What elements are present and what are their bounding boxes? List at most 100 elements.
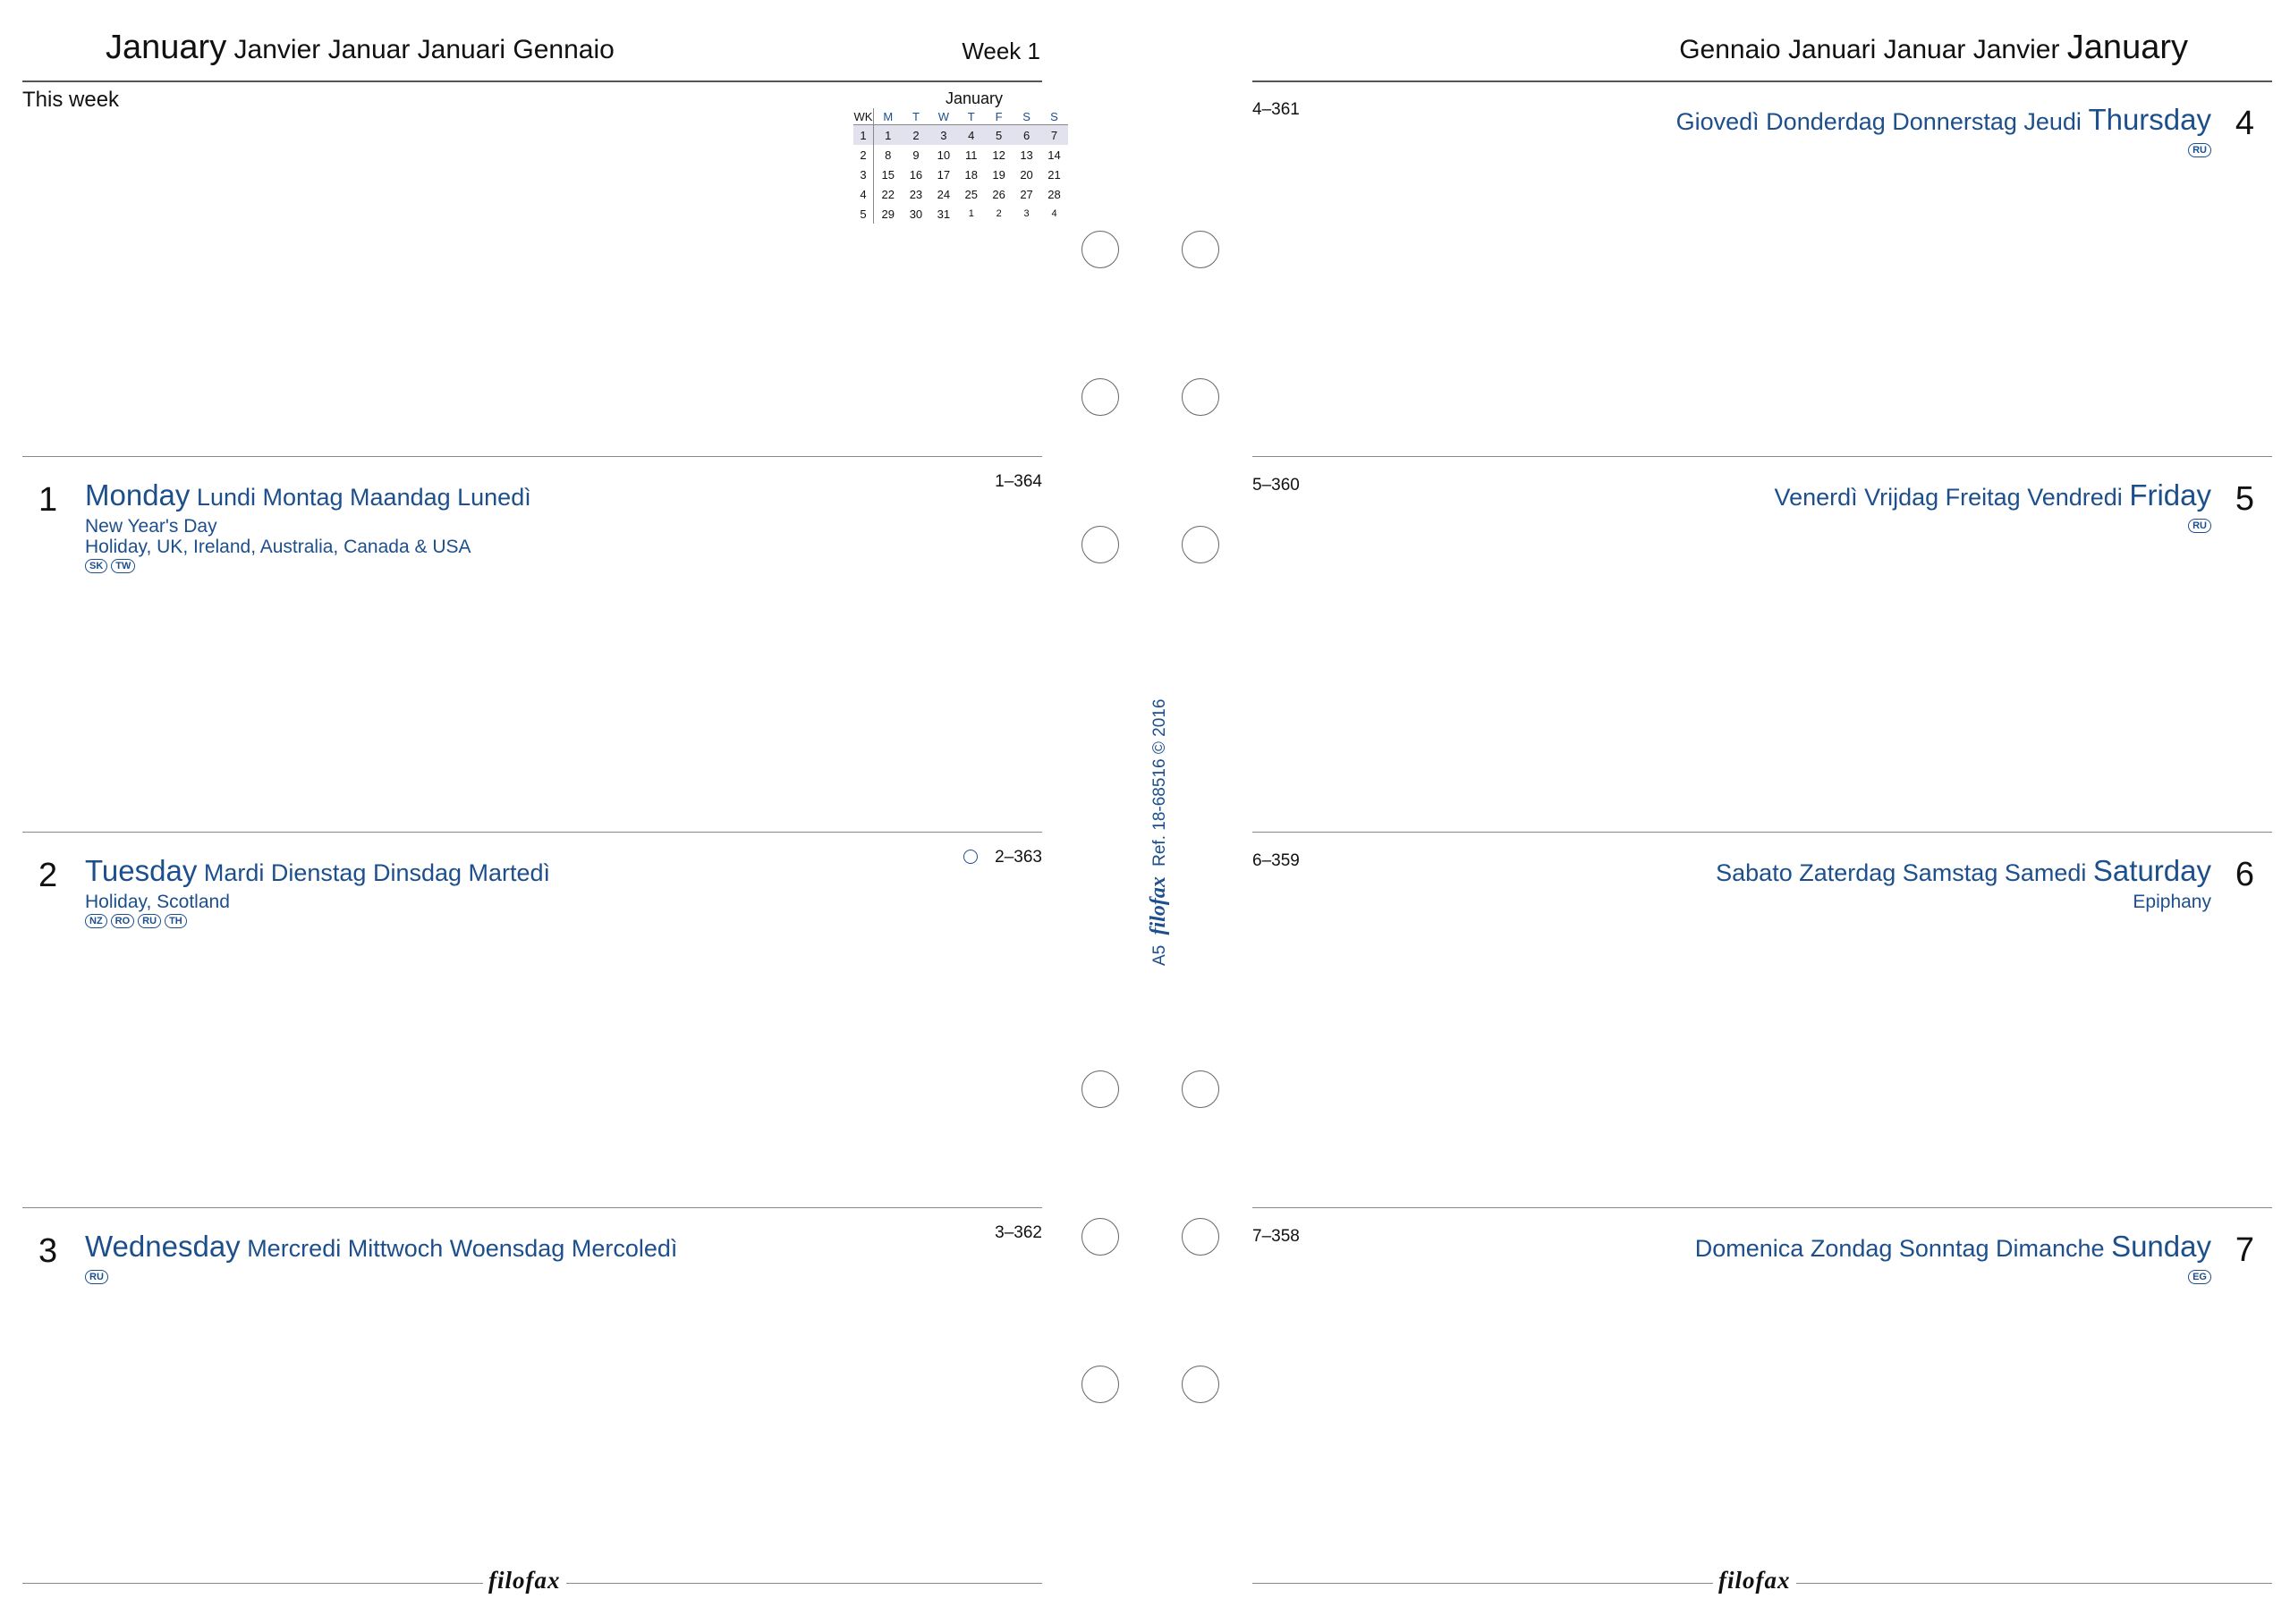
country-badge: TW <box>111 559 136 573</box>
mini-calendar-table: WK M T W T F S S 1 1 2 3 4 5 6 7 2 8 <box>853 108 1068 224</box>
right-month-others: Gennaio Januari Januar Janvier <box>1679 35 2060 64</box>
country-badges-wednesday: RU <box>85 1270 108 1284</box>
country-badge: TH <box>165 914 187 928</box>
day-name-thursday: Giovedì Donderdag Donnerstag Jeudi Thurs… <box>1676 103 2211 137</box>
country-badges-tuesday: NZ RO RU TH <box>85 914 187 928</box>
day-name-big: Tuesday <box>85 854 198 887</box>
day-name-tuesday: Tuesday Mardi Dienstag Dinsdag Martedì <box>85 854 550 888</box>
mini-calendar-row: 4 22 23 24 25 26 27 28 <box>853 184 1068 204</box>
country-badge: RU <box>2188 143 2211 157</box>
day-name-others: Mardi Dienstag Dinsdag Martedì <box>203 859 551 886</box>
day-number-sunday: 7 <box>2235 1231 2254 1269</box>
mini-calendar-cell: 8 <box>885 148 892 162</box>
day-divider <box>1252 456 2272 457</box>
binder-hole <box>1182 231 1219 268</box>
day-divider <box>22 832 1042 833</box>
mini-calendar-cell: 23 <box>909 187 923 201</box>
holiday-detail: Holiday, Scotland <box>85 892 230 912</box>
mini-calendar-cell: 4 <box>957 124 986 145</box>
binder-hole <box>1081 378 1119 416</box>
mini-calendar-cell: 16 <box>909 167 923 182</box>
left-month-big: January <box>106 29 227 66</box>
mini-calendar-row: 3 15 16 17 18 19 20 21 <box>853 165 1068 184</box>
day-name-others: Giovedì Donderdag Donnerstag Jeudi <box>1675 108 2082 135</box>
right-header: Gennaio Januari Januar Janvier January <box>1252 0 2272 82</box>
binder-hole <box>1081 526 1119 563</box>
day-name-others: Venerdì Vrijdag Freitag Vendredi <box>1774 484 2123 511</box>
mini-calendar-cell: 12 <box>992 148 1005 162</box>
mini-calendar-cell: 4 <box>1051 208 1057 219</box>
binder-hole <box>1182 1218 1219 1256</box>
day-name-big: Wednesday <box>85 1230 241 1263</box>
country-badge: SK <box>85 559 108 573</box>
day-number-saturday: 6 <box>2235 856 2254 893</box>
mini-calendar-cell: 2 <box>996 208 1002 219</box>
mini-calendar-cell: 1 <box>968 208 974 219</box>
mini-calendar-row: 5 29 30 31 1 2 3 4 <box>853 204 1068 224</box>
day-name-others: Mercredi Mittwoch Woensdag Mercoledì <box>247 1235 678 1262</box>
mini-calendar-cell: 5 <box>853 204 874 224</box>
mini-calendar-cell: 5 <box>985 124 1014 145</box>
day-count-monday: 1–364 <box>995 472 1042 491</box>
right-footer-logo: filofax <box>1713 1567 1796 1594</box>
day-info-tuesday: Holiday, Scotland <box>85 892 230 912</box>
left-month-title: January Janvier Januar Januari Gennaio <box>106 29 615 67</box>
mini-calendar-header: M <box>873 108 903 125</box>
mini-calendar-cell: 18 <box>964 167 978 182</box>
mini-calendar-cell: 1 <box>853 124 874 145</box>
mini-calendar-cell: 3 <box>853 165 874 184</box>
day-number-friday: 5 <box>2235 480 2254 518</box>
mini-calendar-cell: 2 <box>853 145 874 165</box>
mini-calendar-header: T <box>902 108 930 125</box>
country-badge: NZ <box>85 914 107 928</box>
mini-calendar-cell: 25 <box>964 187 978 201</box>
mini-calendar-cell: 19 <box>992 167 1005 182</box>
mini-calendar-header: W <box>929 108 958 125</box>
left-header: January Janvier Januar Januari Gennaio W… <box>22 0 1042 82</box>
day-name-others: Domenica Zondag Sonntag Dimanche <box>1694 1235 2105 1262</box>
mini-calendar-header: S <box>1040 108 1068 125</box>
country-badges-thursday: RU <box>2188 143 2211 157</box>
binder-hole <box>1182 1070 1219 1108</box>
binder-hole <box>1182 526 1219 563</box>
country-badge: EG <box>2188 1270 2211 1284</box>
day-name-big: Saturday <box>2092 854 2211 887</box>
mini-calendar-cell: 24 <box>937 187 951 201</box>
day-name-others: Lundi Montag Maandag Lunedì <box>196 484 531 511</box>
mini-calendar-cell: 3 <box>929 124 958 145</box>
country-badge: RU <box>85 1270 108 1284</box>
binder-hole <box>1081 1218 1119 1256</box>
mini-calendar-cell: 13 <box>1020 148 1033 162</box>
spine-ref: Ref. 18-68516 <box>1150 758 1169 867</box>
day-name-saturday: Sabato Zaterdag Samstag Samedi Saturday <box>1716 854 2211 888</box>
day-count-tuesday: 2–363 <box>995 848 1042 867</box>
day-name-friday: Venerdì Vrijdag Freitag Vendredi Friday <box>1775 478 2211 512</box>
mini-calendar: January WK M T W T F S S 1 1 2 3 4 5 6 7 <box>853 89 1068 224</box>
right-page: Gennaio Januari Januar Janvier January 4… <box>1252 0 2272 1624</box>
this-week-label: This week <box>22 88 120 112</box>
mini-calendar-cell: 11 <box>965 148 978 162</box>
day-count-sunday: 7–358 <box>1252 1227 1300 1246</box>
mini-calendar-cell: 27 <box>1020 187 1033 201</box>
right-month-title: Gennaio Januari Januar Janvier January <box>1679 29 2188 67</box>
day-count-wednesday: 3–362 <box>995 1223 1042 1242</box>
day-info-saturday: Epiphany <box>2133 892 2211 912</box>
binder-hole <box>1081 231 1119 268</box>
binder-hole <box>1182 1366 1219 1403</box>
day-count-saturday: 6–359 <box>1252 851 1300 870</box>
left-month-others: Janvier Januar Januari Gennaio <box>233 35 615 64</box>
day-name-wednesday: Wednesday Mercredi Mittwoch Woensdag Mer… <box>85 1230 677 1264</box>
day-name-monday: Monday Lundi Montag Maandag Lunedì <box>85 478 531 512</box>
day-number-tuesday: 2 <box>38 857 58 894</box>
mini-calendar-cell: 22 <box>881 187 895 201</box>
binder-hole <box>1081 1366 1119 1403</box>
mini-calendar-cell: 1 <box>873 124 903 145</box>
mini-calendar-cell: 30 <box>909 207 923 221</box>
day-info-monday: New Year's Day Holiday, UK, Ireland, Aus… <box>85 516 471 557</box>
day-name-big: Thursday <box>2088 103 2211 136</box>
day-divider <box>22 456 1042 457</box>
mini-calendar-cell: 4 <box>853 184 874 204</box>
mini-calendar-row: 2 8 9 10 11 12 13 14 <box>853 145 1068 165</box>
holiday-name: New Year's Day <box>85 516 217 537</box>
day-divider <box>22 1207 1042 1208</box>
